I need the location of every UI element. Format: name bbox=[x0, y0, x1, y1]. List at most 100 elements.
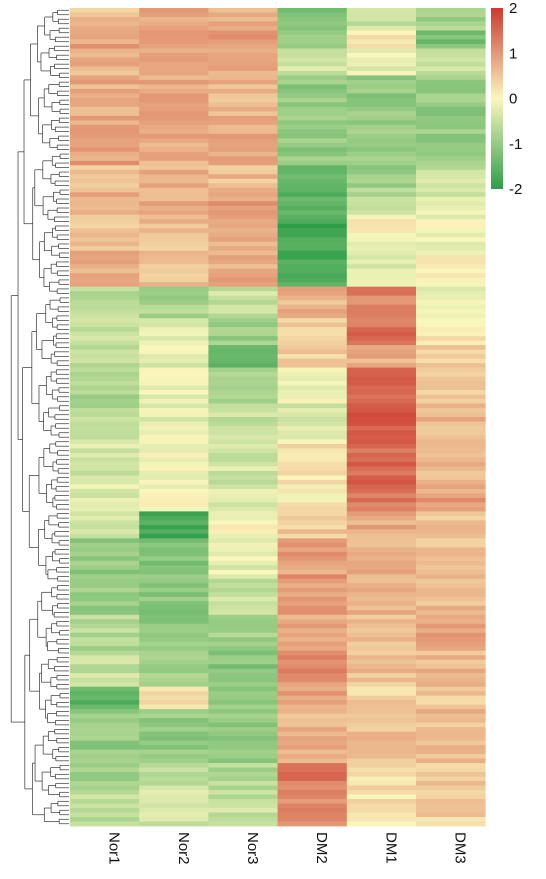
heatmap-cell bbox=[346, 623, 417, 629]
heatmap-cell bbox=[208, 16, 278, 22]
heatmap-cell bbox=[70, 425, 140, 431]
heatmap-cell bbox=[346, 803, 417, 809]
heatmap-cell bbox=[208, 300, 278, 306]
heatmap-cell bbox=[208, 623, 278, 629]
heatmap-cell bbox=[346, 160, 417, 166]
heatmap-cell bbox=[139, 641, 209, 647]
heatmap-cell bbox=[277, 637, 348, 643]
heatmap-cell bbox=[416, 331, 486, 337]
heatmap-cell bbox=[416, 731, 486, 737]
heatmap-cell bbox=[416, 241, 486, 247]
heatmap-cell bbox=[139, 106, 209, 112]
heatmap-cell bbox=[416, 596, 486, 602]
heatmap-cell bbox=[277, 511, 348, 517]
heatmap-cell bbox=[416, 93, 486, 99]
heatmap-cell bbox=[277, 129, 348, 135]
heatmap-cell bbox=[70, 632, 140, 638]
heatmap-cell bbox=[208, 524, 278, 530]
heatmap-cell bbox=[139, 493, 209, 499]
heatmap-cell bbox=[139, 619, 209, 625]
heatmap-cell bbox=[208, 718, 278, 724]
heatmap-cell bbox=[416, 390, 486, 395]
heatmap-cell bbox=[208, 205, 278, 211]
heatmap-cell bbox=[139, 610, 209, 616]
heatmap-cell bbox=[416, 187, 486, 193]
heatmap-cell bbox=[70, 102, 140, 108]
heatmap-cell bbox=[346, 448, 417, 454]
heatmap-cell bbox=[70, 313, 140, 319]
heatmap-cell bbox=[70, 268, 140, 274]
heatmap-cell bbox=[416, 655, 486, 661]
heatmap-cell bbox=[346, 506, 417, 512]
heatmap-cell bbox=[139, 821, 209, 827]
heatmap-cell bbox=[416, 722, 486, 728]
heatmap-cell bbox=[277, 610, 348, 616]
heatmap-cell bbox=[346, 695, 417, 701]
heatmap-cell bbox=[208, 632, 278, 638]
heatmap-cell bbox=[416, 219, 486, 225]
heatmap-cell bbox=[416, 754, 486, 759]
heatmap-cell bbox=[208, 664, 278, 670]
heatmap-cell bbox=[277, 106, 348, 112]
heatmap-cell bbox=[208, 434, 278, 440]
heatmap-cell bbox=[139, 682, 209, 688]
heatmap-cell bbox=[277, 241, 348, 247]
heatmap-cell bbox=[139, 84, 209, 90]
heatmap-cell bbox=[208, 425, 278, 431]
heatmap-cell bbox=[346, 430, 417, 436]
heatmap-cell bbox=[416, 452, 486, 458]
heatmap-cell bbox=[346, 97, 417, 103]
heatmap-cell bbox=[277, 448, 348, 454]
heatmap-cell bbox=[70, 785, 140, 791]
heatmap-cell bbox=[208, 470, 278, 476]
heatmap-cell bbox=[346, 345, 417, 350]
heatmap-cell bbox=[346, 583, 417, 589]
heatmap-cell bbox=[208, 583, 278, 589]
heatmap-cell bbox=[416, 205, 486, 211]
heatmap-cell bbox=[208, 673, 278, 679]
heatmap-cell bbox=[70, 731, 140, 737]
heatmap-cell bbox=[277, 673, 348, 679]
heatmap-cell bbox=[208, 749, 278, 755]
heatmap-cell bbox=[346, 129, 417, 135]
heatmap-cell bbox=[139, 484, 209, 490]
heatmap-cell bbox=[416, 286, 486, 292]
heatmap-cell bbox=[416, 327, 486, 332]
heatmap-cell bbox=[139, 677, 209, 683]
heatmap-cell bbox=[346, 286, 417, 292]
heatmap-cell bbox=[139, 637, 209, 643]
heatmap-cell bbox=[208, 542, 278, 548]
heatmap-cell bbox=[70, 605, 140, 611]
heatmap-cell bbox=[208, 403, 278, 409]
heatmap-cell bbox=[346, 12, 417, 18]
heatmap-cell bbox=[346, 349, 417, 355]
heatmap-cell bbox=[416, 300, 486, 306]
heatmap-cell bbox=[208, 817, 278, 822]
heatmap-cell bbox=[346, 295, 417, 301]
heatmap-cell bbox=[416, 97, 486, 103]
heatmap-cell bbox=[416, 736, 486, 741]
heatmap-cell bbox=[277, 817, 348, 822]
heatmap-cell bbox=[208, 304, 278, 310]
heatmap-cell bbox=[346, 412, 417, 418]
heatmap-cell bbox=[277, 677, 348, 683]
heatmap-cell bbox=[416, 497, 486, 503]
heatmap-cell bbox=[70, 183, 140, 189]
heatmap-cell bbox=[139, 210, 209, 216]
color-scale-tick-label: 1 bbox=[509, 45, 517, 62]
heatmap-cell bbox=[416, 758, 486, 764]
heatmap-cell bbox=[70, 111, 140, 117]
heatmap-cell bbox=[346, 655, 417, 661]
heatmap-cell bbox=[70, 43, 140, 49]
heatmap-cell bbox=[208, 399, 278, 404]
heatmap-cell bbox=[416, 587, 486, 593]
heatmap-cell bbox=[277, 8, 348, 13]
heatmap-cell bbox=[416, 282, 486, 288]
heatmap-cell bbox=[208, 560, 278, 566]
heatmap-cell bbox=[208, 461, 278, 467]
heatmap-cell bbox=[277, 381, 348, 386]
heatmap-cell bbox=[70, 16, 140, 22]
heatmap-cell bbox=[416, 120, 486, 126]
heatmap-cell bbox=[208, 529, 278, 535]
heatmap-cell bbox=[416, 434, 486, 440]
